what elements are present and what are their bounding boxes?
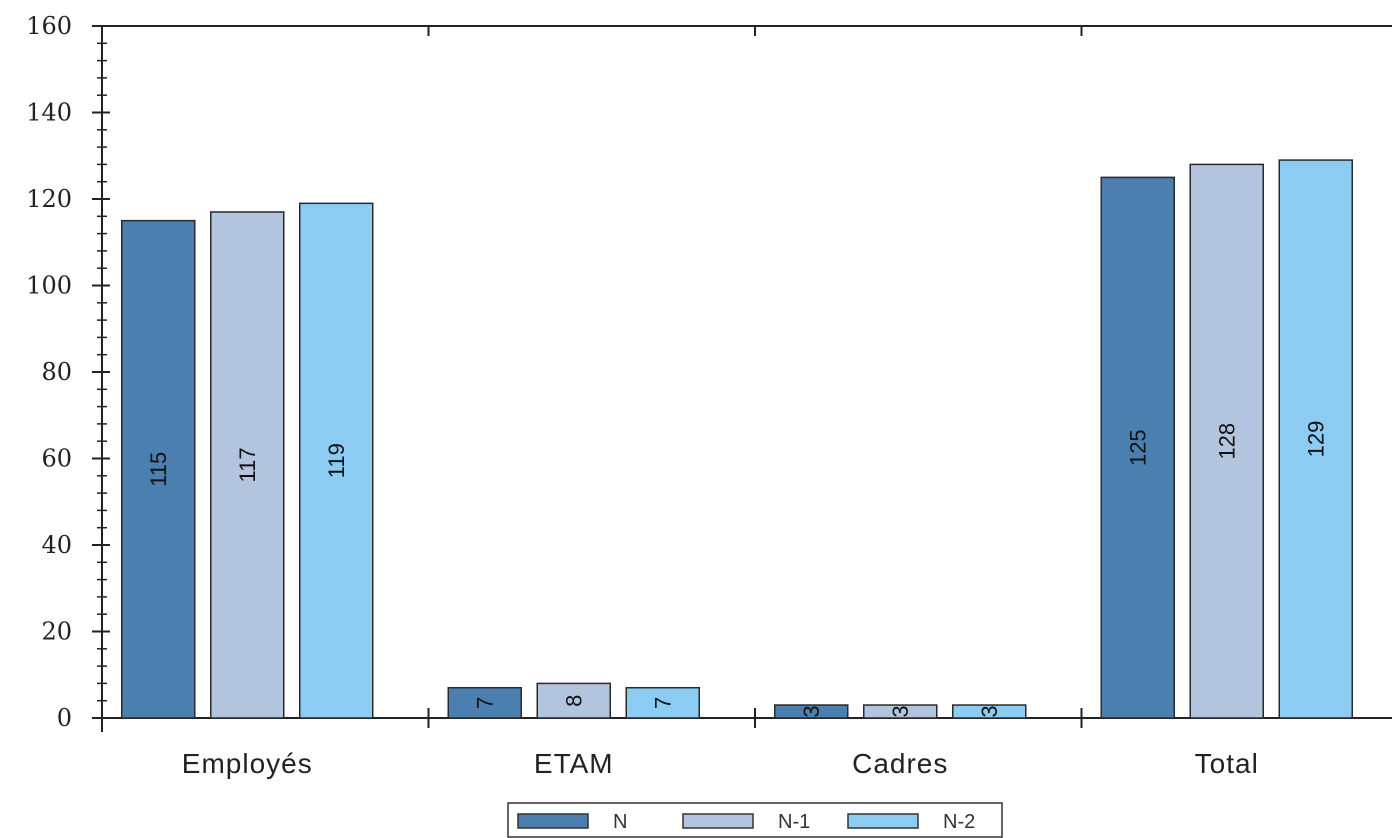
legend-swatch — [682, 813, 754, 829]
bar — [774, 704, 849, 719]
bar — [863, 704, 938, 719]
y-tick-label: 120 — [26, 185, 72, 213]
bar — [625, 686, 700, 719]
legend-label: N-1 — [778, 811, 810, 833]
bars — [121, 159, 1353, 719]
bar-value-label: 117 — [235, 447, 260, 482]
bar — [1100, 176, 1175, 719]
bar-value-label: 115 — [146, 452, 171, 487]
y-tick-label: 60 — [41, 445, 72, 473]
legend-swatch — [517, 813, 589, 829]
x-category-label: Cadres — [852, 748, 948, 779]
bar-value-label: 119 — [324, 443, 349, 478]
legend-swatch — [847, 813, 919, 829]
bar — [1278, 159, 1353, 719]
bar — [952, 704, 1027, 719]
legend-label: N-2 — [943, 811, 975, 833]
bar-value-label: 3 — [888, 705, 913, 717]
legend-box — [507, 802, 1003, 838]
x-category-label: ETAM — [534, 748, 614, 779]
bar-value-label: 7 — [650, 697, 675, 709]
y-tick-label: 0 — [57, 704, 72, 732]
x-category-label: Employés — [182, 748, 313, 779]
bar-value-label: 3 — [799, 705, 824, 717]
y-tick-label: 160 — [26, 12, 72, 40]
bar-value-label: 7 — [472, 697, 497, 709]
bar — [447, 686, 522, 719]
bar-value-label: 128 — [1214, 423, 1239, 460]
bar — [121, 219, 196, 719]
legend: N N-1 N-2 — [507, 802, 1003, 838]
bar — [1189, 163, 1264, 719]
y-tick-label: 140 — [26, 99, 72, 127]
bar-value-label: 8 — [561, 695, 586, 707]
legend-label: N — [613, 811, 627, 833]
bar-value-label: 125 — [1125, 429, 1150, 466]
y-tick-label: 20 — [41, 618, 72, 646]
y-tick-label: 100 — [26, 272, 72, 300]
x-category-label: Total — [1195, 748, 1259, 779]
data-labels: 115 117 119 7 8 7 3 3 3 125 128 129 — [146, 421, 1329, 718]
y-tick-label: 80 — [41, 358, 72, 386]
bar-value-label: 129 — [1303, 421, 1328, 458]
bar — [536, 682, 611, 719]
y-tick-label: 40 — [41, 531, 72, 559]
bar — [299, 202, 374, 719]
y-axis: 0 20 40 60 80 100 120 140 160 — [26, 12, 110, 732]
bar — [210, 211, 285, 719]
bar-value-label: 3 — [977, 705, 1002, 717]
